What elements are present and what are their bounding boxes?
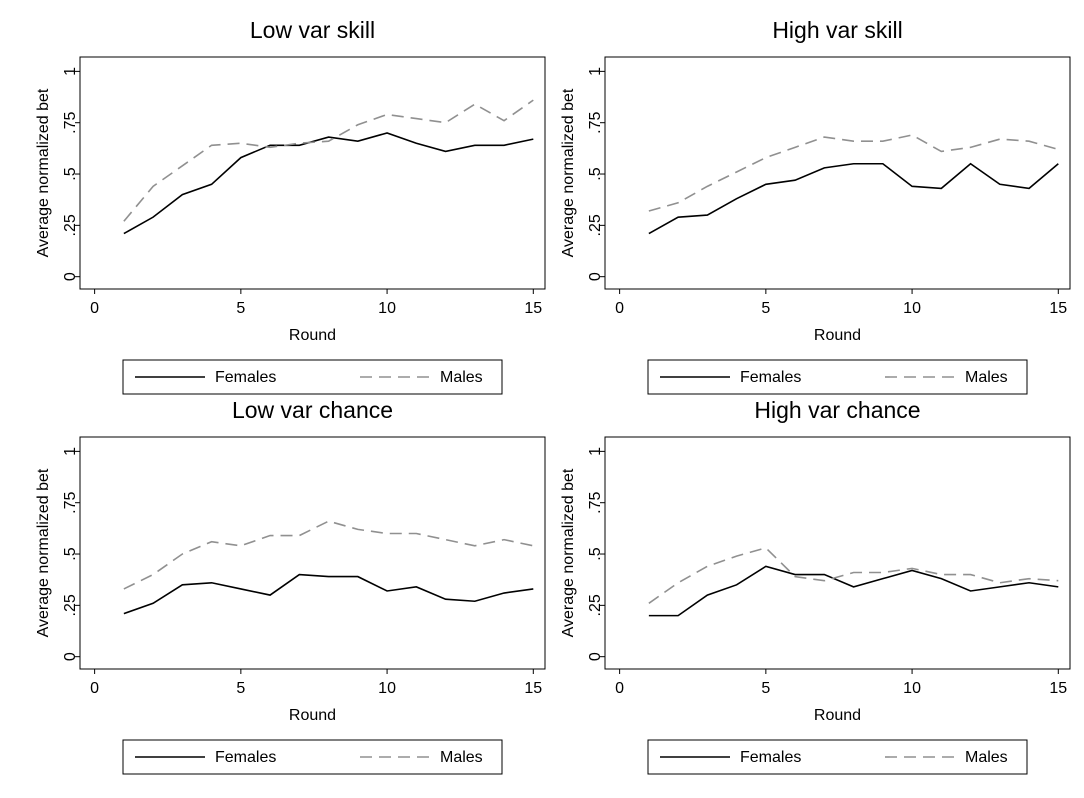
y-axis-title: Average normalized bet: [35, 88, 52, 257]
legend-label: Males: [440, 369, 483, 386]
y-tick-label: 1: [587, 67, 604, 76]
x-tick-label: 15: [1049, 680, 1067, 697]
y-axis-title: Average normalized bet: [560, 88, 577, 257]
series-line: [648, 162, 1059, 235]
panel-title: High var skill: [772, 17, 902, 43]
y-tick-label: .25: [62, 214, 79, 236]
x-tick-label: 0: [90, 680, 99, 697]
y-tick-label: .5: [62, 547, 79, 560]
plot-frame: [604, 436, 1071, 670]
plot-frame: [79, 436, 546, 670]
legend-label: Females: [215, 369, 276, 386]
series-line: [648, 546, 1059, 604]
y-tick-label: .25: [587, 214, 604, 236]
x-tick-label: 5: [761, 680, 770, 697]
y-tick-label: .75: [587, 111, 604, 133]
legend-label: Males: [440, 749, 483, 766]
series-line: [123, 573, 534, 615]
y-axis-title: Average normalized bet: [560, 468, 577, 637]
x-tick-label: 0: [90, 300, 99, 317]
y-tick-label: .75: [587, 491, 604, 513]
series-line: [123, 520, 534, 590]
panel-title: High var chance: [754, 397, 920, 423]
x-tick-label: 5: [236, 680, 245, 697]
legend-label: Males: [965, 369, 1008, 386]
x-tick-label: 15: [524, 680, 542, 697]
x-axis-title: Round: [814, 707, 861, 724]
y-tick-label: .25: [62, 594, 79, 616]
y-axis-title: Average normalized bet: [35, 468, 52, 637]
plot-frame: [79, 56, 546, 290]
x-axis-title: Round: [289, 707, 336, 724]
x-tick-label: 10: [903, 300, 921, 317]
series-line: [648, 134, 1059, 212]
y-tick-label: .5: [587, 547, 604, 560]
x-tick-label: 5: [761, 300, 770, 317]
panel-title: Low var chance: [232, 397, 393, 423]
y-tick-label: .75: [62, 491, 79, 513]
y-tick-label: 1: [62, 447, 79, 456]
y-tick-label: .75: [62, 111, 79, 133]
plot-frame: [604, 56, 1071, 290]
x-tick-label: 5: [236, 300, 245, 317]
y-tick-label: 0: [62, 652, 79, 661]
x-axis-title: Round: [814, 327, 861, 344]
series-line: [123, 132, 534, 235]
legend-label: Males: [965, 749, 1008, 766]
y-tick-label: 0: [587, 652, 604, 661]
x-tick-label: 10: [378, 300, 396, 317]
x-tick-label: 10: [378, 680, 396, 697]
x-tick-label: 15: [524, 300, 542, 317]
legend-label: Females: [215, 749, 276, 766]
x-tick-label: 0: [615, 300, 624, 317]
y-tick-label: 0: [587, 272, 604, 281]
series-line: [123, 99, 534, 222]
legend-label: Females: [740, 749, 801, 766]
y-tick-label: 1: [587, 447, 604, 456]
x-tick-label: 15: [1049, 300, 1067, 317]
legend-label: Females: [740, 369, 801, 386]
series-line: [648, 565, 1059, 617]
x-tick-label: 10: [903, 680, 921, 697]
panel-title: Low var skill: [250, 17, 375, 43]
y-tick-label: 1: [62, 67, 79, 76]
y-tick-label: .5: [62, 167, 79, 180]
y-tick-label: 0: [62, 272, 79, 281]
x-axis-title: Round: [289, 327, 336, 344]
y-tick-label: .25: [587, 594, 604, 616]
y-tick-label: .5: [587, 167, 604, 180]
x-tick-label: 0: [615, 680, 624, 697]
